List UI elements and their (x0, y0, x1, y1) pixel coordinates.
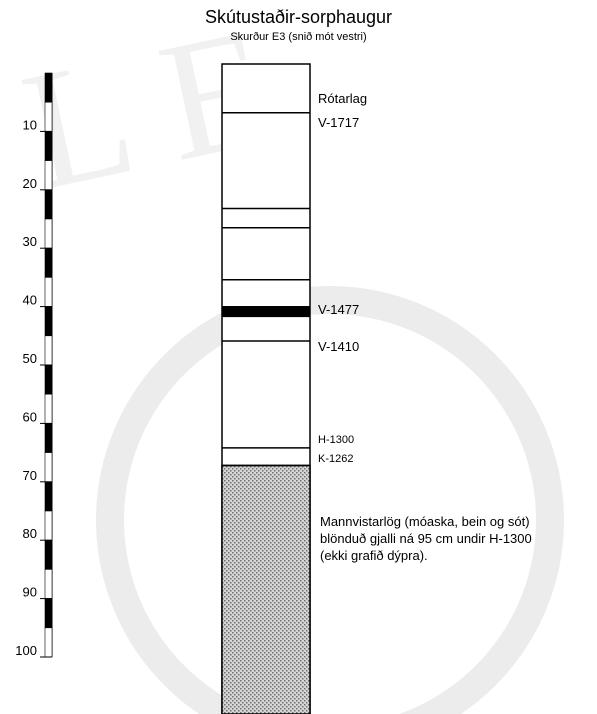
diagram-title: Skútustaðir-sorphaugur (204, 7, 393, 27)
layer-label: Rótarlag (318, 91, 368, 107)
layer-label: K-1262 (318, 453, 354, 466)
scale-tick-label: 30 (23, 234, 37, 249)
scale-tick-label: 40 (23, 293, 37, 308)
scale-tick-label: 10 (23, 117, 37, 132)
scale-tick-label: 90 (23, 585, 37, 600)
layer-label: V-1477 (318, 301, 360, 317)
scale-tick-label: 60 (23, 409, 37, 424)
note-line-2: blönduð gjalli ná 95 cm undir H-1300 (320, 531, 532, 546)
bottom-layer-note: Mannvistarlög (móaska, bein og sót) blön… (320, 513, 532, 564)
note-line-3: (ekki grafið dýpra). (320, 548, 428, 563)
scale-tick-label: 100 (15, 643, 37, 658)
scale-tick-label: 70 (23, 468, 37, 483)
layer-label: V-1717 (318, 114, 360, 130)
tephra-band (222, 306, 310, 318)
diagram-subtitle: Skurður E3 (snið mót vestri) (230, 31, 367, 43)
layer-label: V-1410 (318, 339, 360, 355)
watermark-circle (96, 286, 564, 714)
scale-tick-label: 20 (23, 176, 37, 191)
scale-tick-label: 80 (23, 526, 37, 541)
scale-tick-label: 50 (23, 351, 37, 366)
anthropogenic-layer-fill (221, 464, 311, 714)
note-line-1: Mannvistarlög (móaska, bein og sót) (320, 514, 530, 529)
layer-label: H-1300 (318, 433, 355, 446)
